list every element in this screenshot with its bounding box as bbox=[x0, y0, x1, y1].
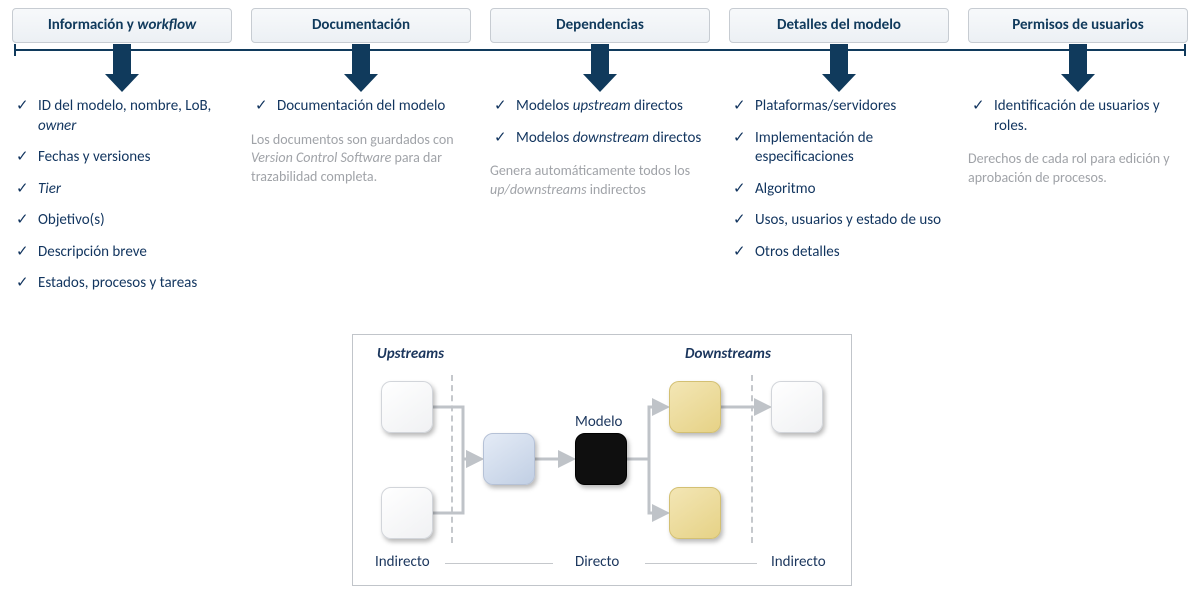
items-list: ✓ Identificación de usuarios y roles. bbox=[968, 97, 1188, 148]
items-list: ✓ Documentación del modelo bbox=[251, 97, 471, 129]
diagram-brace bbox=[645, 563, 757, 564]
header-info-workflow: Información y workflow bbox=[12, 8, 232, 43]
check-icon: ✓ bbox=[16, 180, 30, 200]
column-documentacion: Documentación ✓ Documentación del modelo Lo… bbox=[251, 8, 471, 306]
list-item: ✓ Objetivo(s) bbox=[16, 211, 232, 231]
check-icon: ✓ bbox=[972, 97, 986, 117]
diagram-dash bbox=[451, 375, 453, 543]
diagram-edge bbox=[627, 407, 667, 459]
list-item: ✓ Implementación de especificaciones bbox=[733, 129, 949, 168]
list-item: ✓ ID del modelo, nombre, LoB, owner bbox=[16, 97, 232, 136]
item-text: Algoritmo bbox=[755, 180, 816, 200]
diagram-node-u-ind-2 bbox=[381, 487, 433, 539]
items-list: ✓ ID del modelo, nombre, LoB, owner ✓ Fecha… bbox=[12, 97, 232, 306]
arrow-down-icon bbox=[1061, 44, 1095, 92]
check-icon: ✓ bbox=[733, 129, 747, 149]
list-item: ✓ Algoritmo bbox=[733, 180, 949, 200]
dependency-diagram: Upstreams Downstreams Modelo Indirecto Direc… bbox=[352, 334, 852, 586]
check-icon: ✓ bbox=[255, 97, 269, 117]
item-text: Plataformas/servidores bbox=[755, 97, 896, 117]
diagram-edge bbox=[433, 407, 481, 459]
check-icon: ✓ bbox=[16, 211, 30, 231]
arrow-down-icon bbox=[583, 44, 617, 92]
item-text: ID del modelo, nombre, LoB, owner bbox=[38, 97, 232, 136]
diagram-node-d-ind bbox=[771, 381, 823, 433]
list-item: ✓ Identificación de usuarios y roles. bbox=[972, 97, 1188, 136]
column-dependencias: Dependencias ✓ Modelos upstream directos ✓ M… bbox=[490, 8, 710, 306]
list-item: ✓ Modelos upstream directos bbox=[494, 97, 710, 117]
arrow-down-icon bbox=[822, 44, 856, 92]
item-text: Estados, procesos y tareas bbox=[38, 274, 197, 294]
check-icon: ✓ bbox=[494, 129, 508, 149]
note-text: Genera automáticamente todos los up/down… bbox=[490, 162, 710, 200]
check-icon: ✓ bbox=[733, 243, 747, 263]
list-item: ✓ Tier bbox=[16, 180, 232, 200]
items-list: ✓ Plataformas/servidores ✓ Implementación d… bbox=[729, 97, 949, 274]
item-text: Fechas y versiones bbox=[38, 148, 150, 168]
item-text: Identificación de usuarios y roles. bbox=[994, 97, 1188, 136]
diagram-node-u-ind-1 bbox=[381, 381, 433, 433]
diagram-node-d-dir-1 bbox=[669, 381, 721, 433]
list-item: ✓ Estados, procesos y tareas bbox=[16, 274, 232, 294]
column-info-workflow: Información y workflow ✓ ID del modelo, no… bbox=[12, 8, 232, 306]
header-dependencias: Dependencias bbox=[490, 8, 710, 43]
list-item: ✓ Fechas y versiones bbox=[16, 148, 232, 168]
note-text: Los documentos son guardados con Version… bbox=[251, 131, 471, 188]
timeline-slot bbox=[968, 43, 1188, 97]
check-icon: ✓ bbox=[16, 243, 30, 263]
check-icon: ✓ bbox=[494, 97, 508, 117]
timeline-slot bbox=[729, 43, 949, 97]
item-text: Implementación de especificaciones bbox=[755, 129, 949, 168]
arrow-down-icon bbox=[105, 44, 139, 92]
diagram-title-downstreams: Downstreams bbox=[685, 345, 771, 363]
diagram-edge bbox=[433, 459, 481, 513]
item-text: Objetivo(s) bbox=[38, 211, 105, 231]
check-icon: ✓ bbox=[16, 97, 30, 117]
check-icon: ✓ bbox=[16, 274, 30, 294]
timeline-slot bbox=[490, 43, 710, 97]
header-documentacion: Documentación bbox=[251, 8, 471, 43]
items-list: ✓ Modelos upstream directos ✓ Modelos downs… bbox=[490, 97, 710, 160]
diagram-title-upstreams: Upstreams bbox=[377, 345, 444, 363]
columns-row: Información y workflow ✓ ID del modelo, no… bbox=[0, 0, 1200, 306]
item-text: Modelos upstream directos bbox=[516, 97, 683, 117]
diagram-node-u-dir bbox=[483, 433, 535, 485]
arrow-down-icon bbox=[344, 44, 378, 92]
diagram-edge bbox=[627, 459, 667, 513]
list-item: ✓ Documentación del modelo bbox=[255, 97, 471, 117]
list-item: ✓ Modelos downstream directos bbox=[494, 129, 710, 149]
diagram-dash bbox=[751, 375, 753, 543]
check-icon: ✓ bbox=[16, 148, 30, 168]
diagram-node-model bbox=[575, 433, 627, 485]
check-icon: ✓ bbox=[733, 97, 747, 117]
item-text: Usos, usuarios y estado de uso bbox=[755, 211, 941, 231]
header-detalles-modelo: Detalles del modelo bbox=[729, 8, 949, 43]
list-item: ✓ Plataformas/servidores bbox=[733, 97, 949, 117]
diagram-node-d-dir-2 bbox=[669, 487, 721, 539]
timeline-slot bbox=[251, 43, 471, 97]
timeline-slot bbox=[12, 43, 232, 97]
item-text: Tier bbox=[38, 180, 61, 200]
check-icon: ✓ bbox=[733, 180, 747, 200]
header-permisos-usuarios: Permisos de usuarios bbox=[968, 8, 1188, 43]
diagram-node-label: Modelo bbox=[575, 413, 622, 431]
item-text: Descripción breve bbox=[38, 243, 147, 263]
diagram-brace bbox=[445, 563, 553, 564]
column-detalles-modelo: Detalles del modelo ✓ Plataformas/servidor… bbox=[729, 8, 949, 306]
item-text: Documentación del modelo bbox=[277, 97, 445, 117]
list-item: ✓ Descripción breve bbox=[16, 243, 232, 263]
check-icon: ✓ bbox=[733, 211, 747, 231]
diagram-bottom-label-indirecto_left: Indirecto bbox=[375, 553, 430, 571]
list-item: ✓ Usos, usuarios y estado de uso bbox=[733, 211, 949, 231]
item-text: Otros detalles bbox=[755, 243, 840, 263]
list-item: ✓ Otros detalles bbox=[733, 243, 949, 263]
column-permisos-usuarios: Permisos de usuarios ✓ Identificación de u… bbox=[968, 8, 1188, 306]
diagram-bottom-label-indirecto_right: Indirecto bbox=[771, 553, 826, 571]
note-text: Derechos de cada rol para edición y apro… bbox=[968, 150, 1188, 188]
diagram-bottom-label-directo: Directo bbox=[575, 553, 619, 571]
item-text: Modelos downstream directos bbox=[516, 129, 701, 149]
